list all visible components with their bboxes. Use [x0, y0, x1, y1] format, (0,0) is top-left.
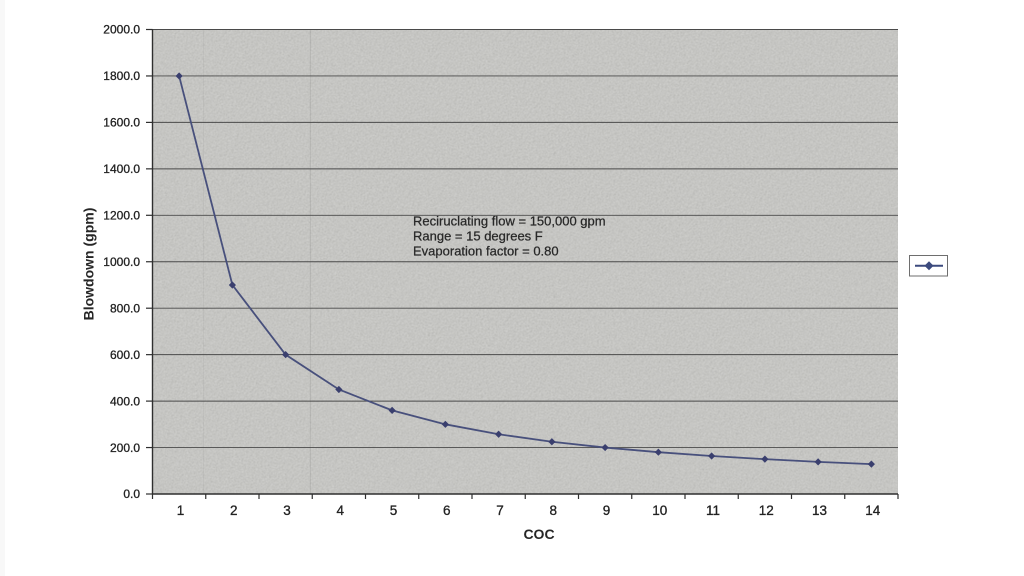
svg-text:Evaporation factor = 0.80: Evaporation factor = 0.80	[413, 244, 559, 259]
svg-text:400.0: 400.0	[110, 394, 140, 408]
svg-text:5: 5	[390, 503, 398, 518]
svg-text:11: 11	[706, 503, 720, 518]
svg-text:4: 4	[337, 503, 345, 518]
svg-text:10: 10	[652, 503, 667, 518]
svg-text:2: 2	[230, 503, 238, 518]
svg-text:7: 7	[496, 503, 504, 518]
svg-text:12: 12	[759, 503, 774, 518]
svg-text:14: 14	[865, 503, 881, 518]
svg-text:6: 6	[443, 503, 451, 518]
svg-text:1: 1	[177, 503, 185, 518]
svg-text:Range = 15 degrees F: Range = 15 degrees F	[413, 229, 543, 244]
svg-text:800.0: 800.0	[110, 301, 140, 315]
svg-text:Reciruclating flow = 150,000 g: Reciruclating flow = 150,000 gpm	[413, 214, 606, 229]
svg-text:1400.0: 1400.0	[103, 162, 140, 176]
svg-text:3: 3	[283, 503, 291, 518]
svg-text:1200.0: 1200.0	[103, 209, 140, 223]
svg-text:Blowdown (gpm): Blowdown (gpm)	[81, 208, 97, 321]
svg-text:1000.0: 1000.0	[103, 255, 140, 269]
svg-text:1600.0: 1600.0	[103, 116, 140, 130]
svg-text:COC: COC	[523, 526, 554, 542]
svg-text:200.0: 200.0	[110, 441, 140, 455]
svg-text:1800.0: 1800.0	[103, 69, 140, 83]
svg-text:8: 8	[550, 503, 558, 518]
svg-text:600.0: 600.0	[110, 348, 140, 362]
svg-text:2000.0: 2000.0	[103, 23, 140, 37]
svg-text:13: 13	[812, 503, 827, 518]
svg-text:9: 9	[603, 503, 611, 518]
svg-text:0.0: 0.0	[123, 487, 140, 501]
